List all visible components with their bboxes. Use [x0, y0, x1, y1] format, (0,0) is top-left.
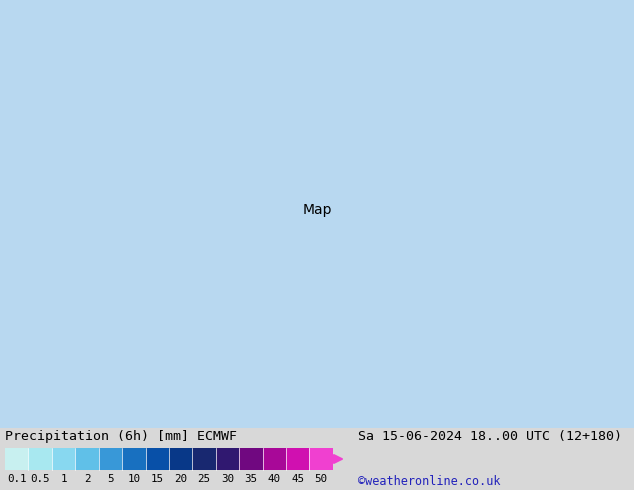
Text: 1: 1 — [60, 474, 67, 484]
Bar — [29, 448, 52, 470]
Text: 0.5: 0.5 — [30, 474, 50, 484]
Text: 2: 2 — [84, 474, 90, 484]
Text: 15: 15 — [151, 474, 164, 484]
Bar — [169, 448, 192, 470]
Bar — [216, 448, 239, 470]
Bar — [192, 448, 216, 470]
Text: ©weatheronline.co.uk: ©weatheronline.co.uk — [358, 475, 501, 488]
Text: 0.1: 0.1 — [7, 474, 27, 484]
Text: Precipitation (6h) [mm] ECMWF: Precipitation (6h) [mm] ECMWF — [5, 430, 237, 443]
Text: 50: 50 — [314, 474, 328, 484]
Bar — [286, 448, 309, 470]
Text: 35: 35 — [244, 474, 257, 484]
Text: Map: Map — [302, 203, 332, 217]
Bar — [146, 448, 169, 470]
Bar — [99, 448, 122, 470]
Text: 40: 40 — [268, 474, 281, 484]
Bar — [52, 448, 75, 470]
Text: 10: 10 — [127, 474, 140, 484]
Bar — [309, 448, 333, 470]
Text: Sa 15-06-2024 18..00 UTC (12+180): Sa 15-06-2024 18..00 UTC (12+180) — [358, 430, 622, 443]
Text: 5: 5 — [107, 474, 113, 484]
Text: 25: 25 — [198, 474, 210, 484]
Bar — [122, 448, 146, 470]
Bar — [239, 448, 262, 470]
Text: 45: 45 — [291, 474, 304, 484]
Bar — [75, 448, 99, 470]
Text: 30: 30 — [221, 474, 234, 484]
Bar — [5, 448, 29, 470]
Text: 20: 20 — [174, 474, 187, 484]
Bar — [262, 448, 286, 470]
